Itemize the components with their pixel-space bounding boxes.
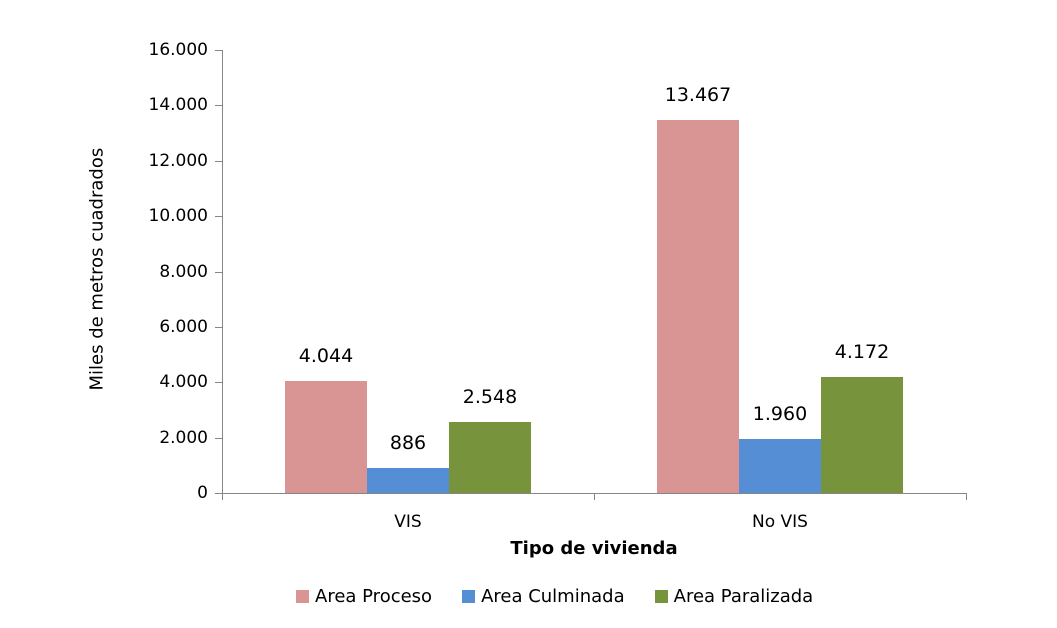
legend-swatch-icon [296,590,309,603]
x-tick-mark [594,493,595,500]
y-tick-mark [215,493,222,494]
y-axis-line [222,50,223,494]
data-label: 13.467 [664,84,732,107]
y-tick-mark [215,382,222,384]
legend-swatch-icon [462,590,476,603]
y-tick-label: 6.000 [159,316,208,337]
y-axis-title: Miles de metros cuadrados [86,147,108,391]
legend-swatch-icon [654,590,668,603]
y-tick-mark [215,160,222,162]
data-label: 886 [389,432,427,455]
y-tick-label: 0 [197,483,208,503]
y-tick-mark [215,437,222,439]
x-tick-mark [222,493,223,500]
legend-label: Area Proceso [315,586,433,607]
y-tick-label: 16.000 [148,40,208,60]
data-label: 1.960 [752,402,808,425]
y-tick-mark [215,326,222,328]
x-category-label: VIS [394,512,422,532]
bar-area-culminada [739,438,821,493]
x-axis-title: Tipo de vivienda [510,538,678,559]
bar-area-paralizada [449,422,531,493]
legend-item: Area Proceso [296,586,432,607]
y-tick-label: 14.000 [148,95,208,116]
data-label: 2.548 [462,386,518,409]
y-tick-label: 2.000 [159,427,208,448]
y-tick-mark [215,105,222,107]
legend-item: Area Paralizada [654,586,814,607]
bar-area-proceso [285,381,367,493]
data-label: 4.172 [834,341,890,364]
y-tick-mark [215,50,222,51]
y-tick-label: 8.000 [159,261,208,282]
bar-area-paralizada [821,377,903,493]
bar-area-culminada [367,468,449,493]
x-tick-mark [966,493,967,500]
y-tick-label: 4.000 [159,372,208,393]
y-tick-label: 12.000 [148,150,208,171]
bar-area-proceso [657,120,739,493]
legend-item: Area Culminada [462,586,625,607]
y-tick-mark [215,271,222,273]
legend: Area Proceso Area Culminada Area Paralizad… [296,586,813,607]
legend-label: Area Paralizada [673,586,814,607]
y-tick-label: 10.000 [148,206,208,227]
legend-label: Area Culminada [481,586,625,607]
x-category-label: No VIS [752,512,808,532]
y-tick-mark [215,216,222,218]
data-label: 4.044 [298,345,354,368]
